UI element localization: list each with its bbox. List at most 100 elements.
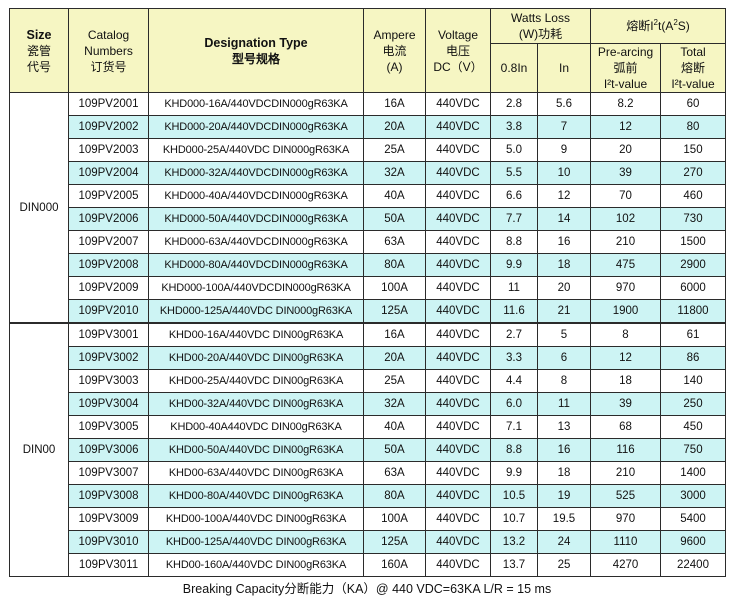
cell-catalog-number: 109PV3006 xyxy=(68,438,149,462)
cell-watts-in: 5 xyxy=(537,322,591,347)
cell-total-i2t: 61 xyxy=(660,322,726,347)
cell-prearcing-i2t: 12 xyxy=(590,115,661,139)
cell-watts-in: 19 xyxy=(537,484,591,508)
header-designation-type: Designation Type 型号规格 xyxy=(148,8,364,93)
header-watts-loss-en: Watts Loss xyxy=(511,11,570,25)
header-size: Size 瓷管 代号 xyxy=(9,8,69,93)
cell-designation-type: KHD000-100A/440VDCDIN000gR63KA xyxy=(148,276,364,300)
header-size-cn1: 瓷管 xyxy=(26,43,51,58)
table-row: 109PV3009 KHD00-100A/440VDC DIN00gR63KA 10… xyxy=(10,507,726,531)
header-ampere-unit: (A) xyxy=(386,59,403,74)
header-watts-loss-cn: (W)功耗 xyxy=(518,27,563,41)
cell-voltage: 440VDC xyxy=(425,507,491,531)
cell-ampere: 16A xyxy=(363,322,426,347)
cell-designation-type: KHD00-160A/440VDC DIN00gR63KA xyxy=(148,553,364,577)
cell-designation-type: KHD00-80A/440VDC DIN00gR63KA xyxy=(148,484,364,508)
cell-watts-in: 10 xyxy=(537,161,591,185)
cell-designation-type: KHD000-125A/440VDC DIN000gR63KA xyxy=(148,299,364,324)
cell-designation-type: KHD00-50A/440VDC DIN00gR63KA xyxy=(148,438,364,462)
cell-total-i2t: 450 xyxy=(660,415,726,439)
cell-designation-type: KHD00-63A/440VDC DIN00gR63KA xyxy=(148,461,364,485)
cell-catalog-number: 109PV3008 xyxy=(68,484,149,508)
header-prearcing-cn: 弧前 xyxy=(613,61,638,75)
table-row: 109PV3004 KHD00-32A/440VDC DIN00gR63KA 32A… xyxy=(10,392,726,416)
table-row: DIN00 109PV3001 KHD00-16A/440VDC DIN00gR63… xyxy=(9,322,726,577)
cell-catalog-number: 109PV2003 xyxy=(68,138,149,162)
cell-watts-in: 8 xyxy=(537,369,591,393)
cell-voltage: 440VDC xyxy=(425,184,491,208)
cell-designation-type: KHD00-16A/440VDC DIN00gR63KA xyxy=(148,322,364,347)
cell-prearcing-i2t: 18 xyxy=(590,369,661,393)
cell-voltage: 440VDC xyxy=(425,484,491,508)
header-watts-loss-group: Watts Loss (W)功耗 xyxy=(490,8,591,44)
header-total-en: Total xyxy=(680,45,706,59)
cell-designation-type: KHD00-20A/440VDC DIN00gR63KA xyxy=(148,346,364,370)
cell-total-i2t: 270 xyxy=(660,161,726,185)
cell-prearcing-i2t: 39 xyxy=(590,161,661,185)
table-row: DIN000 109PV2001 KHD000-16A/440VDCDIN000gR… xyxy=(9,92,726,323)
table-row: 109PV3007 KHD00-63A/440VDC DIN00gR63KA 63A… xyxy=(10,461,726,485)
header-voltage-en: Voltage xyxy=(437,27,479,42)
cell-prearcing-i2t: 102 xyxy=(590,207,661,231)
cell-watts-08in: 6.6 xyxy=(490,184,538,208)
header-total: Total 熔断 I²t-value xyxy=(660,43,726,93)
cell-watts-08in: 11.6 xyxy=(490,299,538,324)
cell-total-i2t: 750 xyxy=(660,438,726,462)
table-row: 109PV2007 KHD000-63A/440VDCDIN000gR63KA 63… xyxy=(10,230,726,254)
header-total-cn: 熔断 xyxy=(680,61,705,75)
cell-watts-in: 25 xyxy=(537,553,591,577)
header-voltage: Voltage 电压 DC（V） xyxy=(425,8,491,93)
header-row-primary: Size 瓷管 代号 Catalog Numbers 订货号 Designati… xyxy=(9,8,726,93)
table-row: 109PV2005 KHD000-40A/440VDCDIN000gR63KA 40… xyxy=(10,184,726,208)
cell-watts-08in: 9.9 xyxy=(490,461,538,485)
header-prearcing-en: Pre-arcing xyxy=(597,45,654,59)
cell-catalog-number: 109PV2009 xyxy=(68,276,149,300)
cell-ampere: 160A xyxy=(363,553,426,577)
cell-voltage: 440VDC xyxy=(425,415,491,439)
cell-catalog-number: 109PV2001 xyxy=(68,92,149,116)
header-size-cn2: 代号 xyxy=(26,59,51,74)
cell-watts-08in: 9.9 xyxy=(490,253,538,277)
table-row: 109PV2009 KHD000-100A/440VDCDIN000gR63KA 1… xyxy=(10,276,726,300)
cell-watts-08in: 8.8 xyxy=(490,230,538,254)
header-ampere: Ampere 电流 (A) xyxy=(363,8,426,93)
cell-ampere: 40A xyxy=(363,184,426,208)
cell-designation-type: KHD000-80A/440VDCDIN000gR63KA xyxy=(148,253,364,277)
cell-catalog-number: 109PV2007 xyxy=(68,230,149,254)
cell-watts-in: 13 xyxy=(537,415,591,439)
cell-catalog-number: 109PV3011 xyxy=(68,553,149,577)
cell-watts-in: 18 xyxy=(537,253,591,277)
cell-ampere: 20A xyxy=(363,346,426,370)
cell-ampere: 16A xyxy=(363,92,426,116)
cell-watts-08in: 13.7 xyxy=(490,553,538,577)
cell-voltage: 440VDC xyxy=(425,230,491,254)
cell-prearcing-i2t: 8 xyxy=(590,322,661,347)
cell-watts-08in: 5.5 xyxy=(490,161,538,185)
cell-ampere: 50A xyxy=(363,438,426,462)
cell-ampere: 63A xyxy=(363,461,426,485)
cell-catalog-number: 109PV3004 xyxy=(68,392,149,416)
cell-total-i2t: 1400 xyxy=(660,461,726,485)
cell-designation-type: KHD00-100A/440VDC DIN00gR63KA xyxy=(148,507,364,531)
cell-voltage: 440VDC xyxy=(425,138,491,162)
cell-ampere: 20A xyxy=(363,115,426,139)
header-voltage-unit: DC（V） xyxy=(433,59,483,74)
cell-watts-08in: 7.7 xyxy=(490,207,538,231)
cell-catalog-number: 109PV3002 xyxy=(68,346,149,370)
cell-catalog-number: 109PV3009 xyxy=(68,507,149,531)
cell-designation-type: KHD000-40A/440VDCDIN000gR63KA xyxy=(148,184,364,208)
header-prearcing-value: I²t-value xyxy=(603,77,648,91)
table-row: 109PV3008 KHD00-80A/440VDC DIN00gR63KA 80A… xyxy=(10,484,726,508)
cell-catalog-number: 109PV3010 xyxy=(68,530,149,554)
cell-prearcing-i2t: 525 xyxy=(590,484,661,508)
cell-voltage: 440VDC xyxy=(425,346,491,370)
table-header: Size 瓷管 代号 Catalog Numbers 订货号 Designati… xyxy=(9,8,726,93)
cell-designation-type: KHD000-32A/440VDCDIN000gR63KA xyxy=(148,161,364,185)
cell-total-i2t: 140 xyxy=(660,369,726,393)
cell-prearcing-i2t: 210 xyxy=(590,230,661,254)
fuse-specification-table: Size 瓷管 代号 Catalog Numbers 订货号 Designati… xyxy=(9,8,726,577)
spec-sheet-page: Size 瓷管 代号 Catalog Numbers 订货号 Designati… xyxy=(9,8,726,596)
table-row: 109PV3002 KHD00-20A/440VDC DIN00gR63KA 20A… xyxy=(10,346,726,370)
cell-total-i2t: 9600 xyxy=(660,530,726,554)
cell-watts-08in: 3.3 xyxy=(490,346,538,370)
